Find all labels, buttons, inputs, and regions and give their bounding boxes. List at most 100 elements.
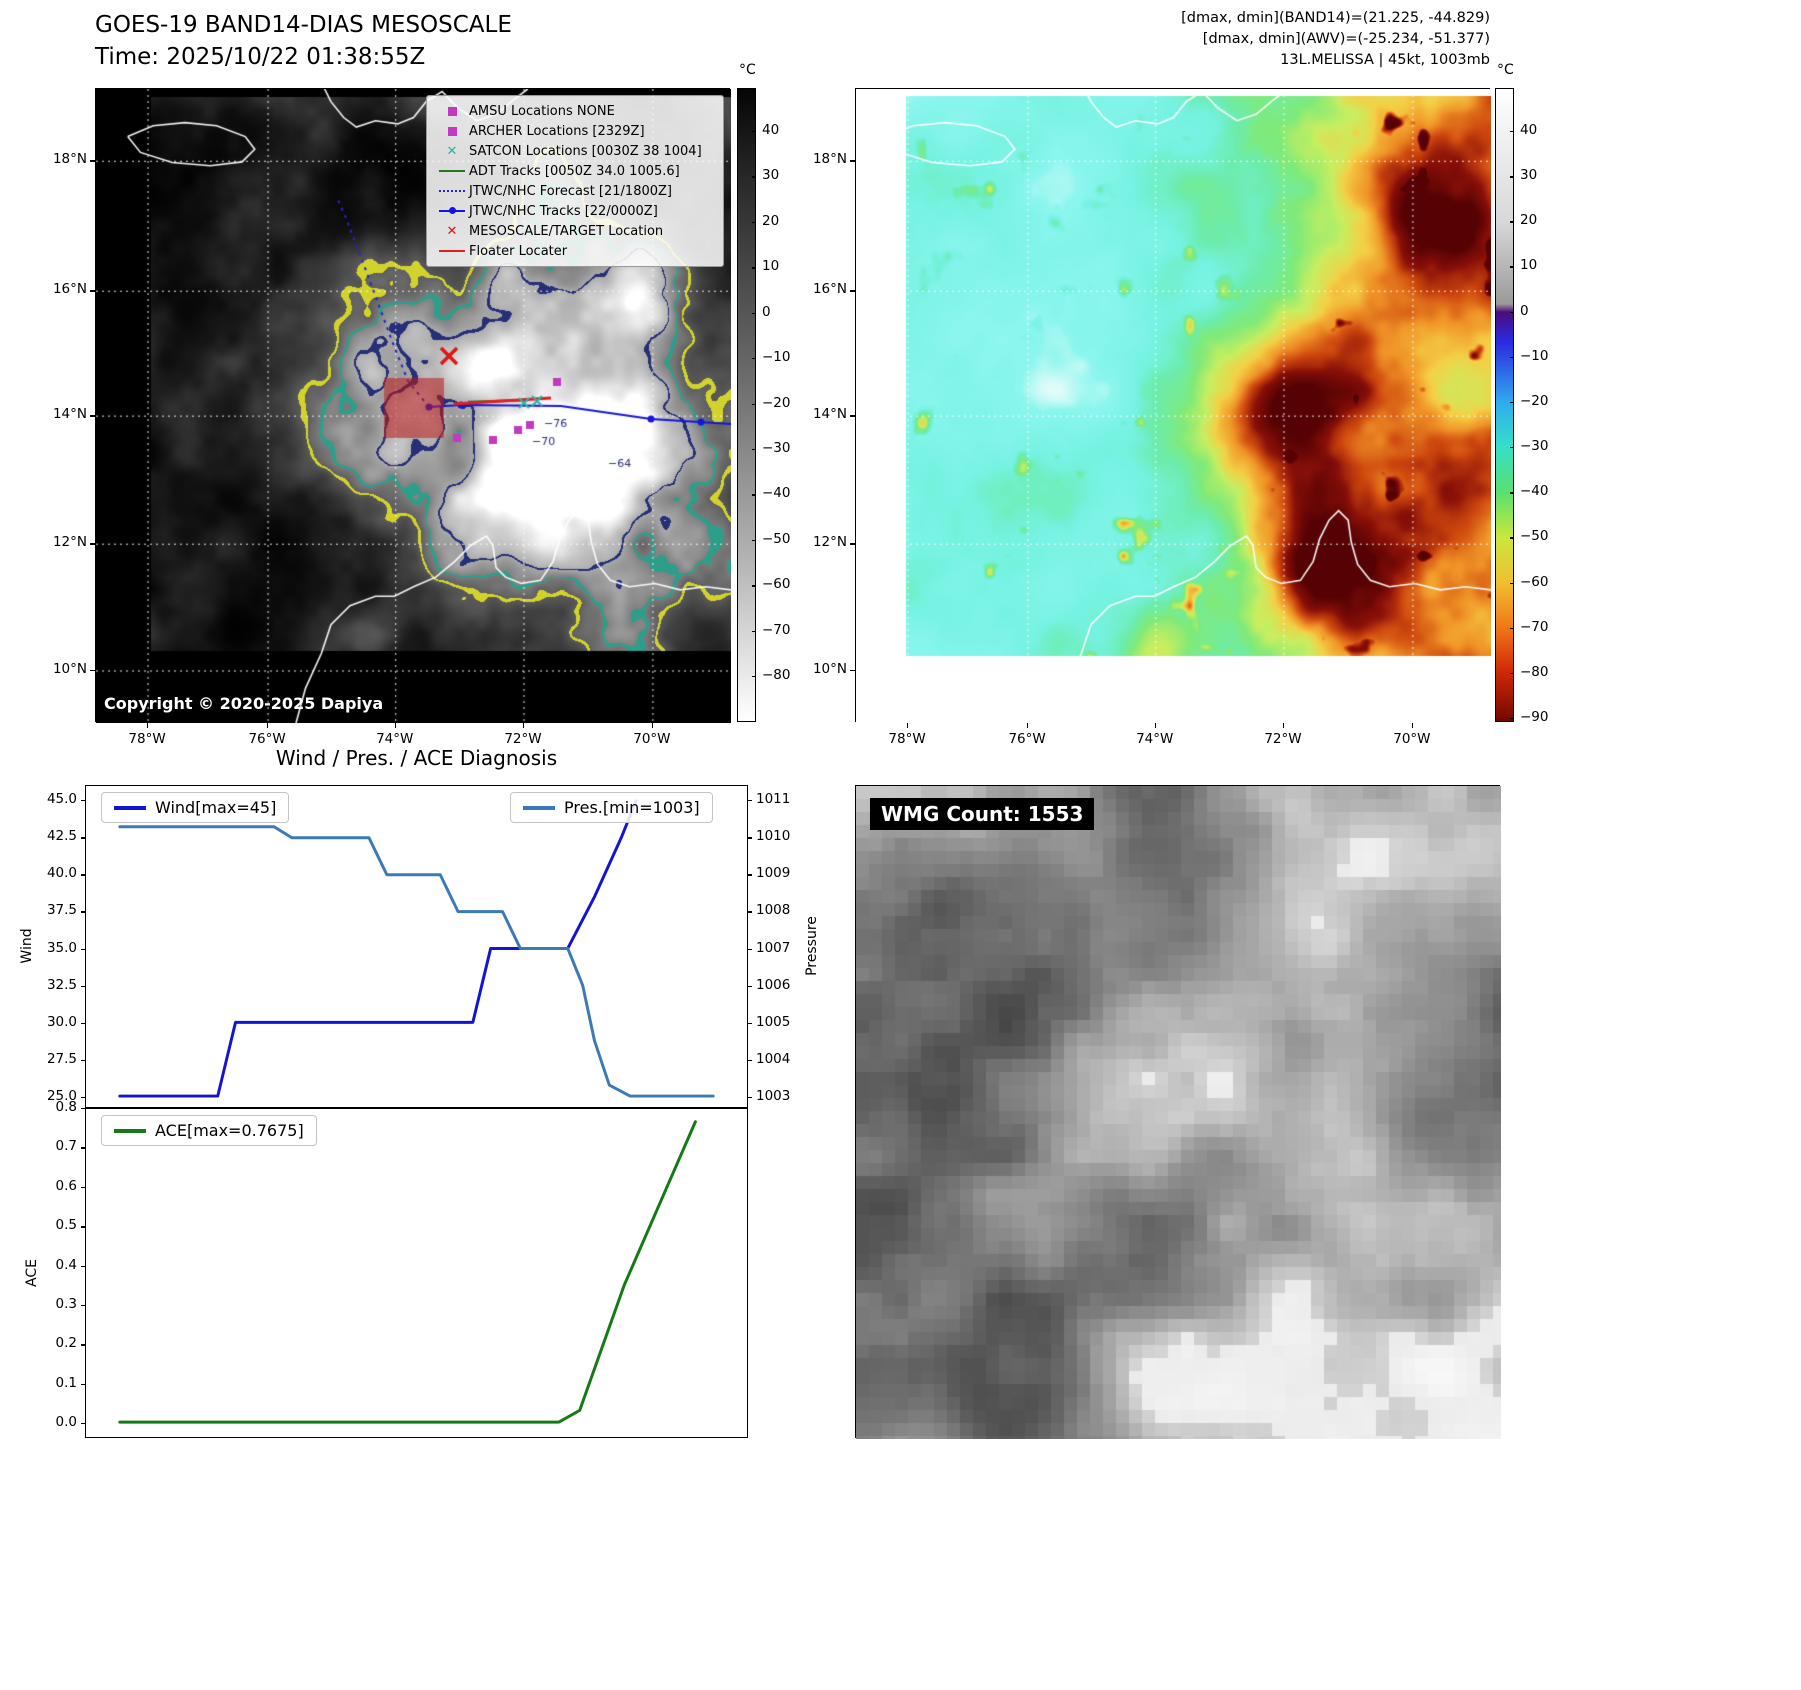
pressure-axis-label: Pressure bbox=[804, 916, 820, 976]
legend-item: JTWC/NHC Tracks [22/0000Z] bbox=[435, 201, 715, 221]
wind-axis-label: Wind bbox=[19, 928, 35, 964]
ace-ytick-label: 0.6 bbox=[55, 1177, 77, 1194]
pressure-ytick-mark bbox=[748, 985, 752, 988]
ace-series-line bbox=[118, 1120, 697, 1424]
lat-tick-label: 14°N bbox=[812, 406, 847, 423]
diagnosis-chart-title: Wind / Pres. / ACE Diagnosis bbox=[275, 746, 558, 770]
ace-chart bbox=[85, 1108, 748, 1438]
satcon-x-icon: ✕ bbox=[446, 143, 458, 159]
colorbar-tick-label: −20 bbox=[762, 394, 791, 411]
lon-tick-mark bbox=[907, 723, 909, 728]
lat-tick-label: 12°N bbox=[812, 534, 847, 551]
ace-ytick-label: 0.4 bbox=[55, 1256, 77, 1273]
lon-tick-label: 74°W bbox=[376, 731, 414, 747]
awv-map bbox=[855, 88, 1491, 723]
colorbar-tick-label: −30 bbox=[762, 439, 791, 456]
ace-ytick-label: 0.5 bbox=[55, 1217, 77, 1234]
legend-item-label: ADT Tracks [0050Z 34.0 1005.6] bbox=[469, 163, 680, 179]
legend-item-label: JTWC/NHC Forecast [21/1800Z] bbox=[469, 183, 672, 199]
legend-item-label: AMSU Locations NONE bbox=[469, 103, 615, 119]
wind-series-line bbox=[118, 799, 638, 1098]
colorbar-tick-label: −70 bbox=[1520, 618, 1549, 635]
track-line-dot-icon bbox=[435, 207, 469, 214]
wind-pressure-chart bbox=[85, 785, 748, 1108]
awv-colorbar bbox=[1495, 88, 1514, 722]
band14-legend: AMSU Locations NONE ARCHER Locations [232… bbox=[426, 95, 724, 267]
pressure-ytick-label: 1011 bbox=[756, 791, 791, 807]
lon-tick-mark bbox=[1282, 723, 1285, 728]
wind-ytick-label: 40.0 bbox=[46, 865, 77, 882]
colorbar-tick-label: −90 bbox=[1520, 708, 1549, 725]
band14-colorbar bbox=[737, 88, 756, 722]
lon-tick-mark bbox=[1154, 723, 1157, 728]
ace-plot-area bbox=[118, 1120, 697, 1424]
pressure-ytick-mark bbox=[748, 1059, 752, 1062]
pressure-ytick-label: 1005 bbox=[756, 1013, 791, 1030]
legend-item-label: MESOSCALE/TARGET Location bbox=[469, 223, 664, 239]
pres.-series-line bbox=[118, 825, 715, 1098]
wind-ytick-label: 32.5 bbox=[46, 976, 77, 993]
band14-colorbar-unit: °C bbox=[739, 62, 756, 78]
lon-tick-mark bbox=[267, 723, 269, 728]
pressure-ytick-label: 1008 bbox=[756, 902, 791, 919]
colorbar-tick-label: 40 bbox=[762, 122, 780, 138]
awv-colorbar-unit: °C bbox=[1497, 62, 1514, 78]
dmax-dmin-awv-text: [dmax, dmin](AWV)=(-25.234, -51.377) bbox=[1202, 31, 1490, 47]
lat-tick-label: 18°N bbox=[812, 151, 847, 168]
forecast-dotted-icon bbox=[435, 190, 469, 192]
colorbar-tick-label: 10 bbox=[1520, 257, 1538, 274]
ace-ytick-label: 0.0 bbox=[55, 1414, 77, 1430]
wind-ytick-label: 45.0 bbox=[46, 791, 77, 807]
wind-ytick-label: 37.5 bbox=[46, 902, 77, 919]
band14-time: Time: 2025/10/22 01:38:55Z bbox=[95, 44, 426, 70]
track-dot-icon bbox=[449, 207, 456, 214]
colorbar-tick-label: −50 bbox=[762, 530, 791, 547]
legend-item-label: SATCON Locations [0030Z 38 1004] bbox=[469, 143, 702, 159]
storm-id-text: 13L.MELISSA | 45kt, 1003mb bbox=[1280, 52, 1490, 68]
pressure-ytick-mark bbox=[748, 800, 752, 802]
pressure-ytick-label: 1003 bbox=[756, 1088, 791, 1104]
pressure-ytick-label: 1004 bbox=[756, 1050, 791, 1067]
floater-line-icon bbox=[435, 250, 469, 252]
pressure-ytick-mark bbox=[748, 1022, 752, 1025]
colorbar-tick-label: 20 bbox=[762, 212, 780, 229]
ace-ytick-label: 0.1 bbox=[55, 1374, 77, 1391]
colorbar-tick-label: −10 bbox=[762, 349, 791, 366]
wind-pressure-plot-area bbox=[118, 799, 715, 1098]
awv-satellite-image bbox=[856, 89, 1491, 723]
lat-tick-label: 14°N bbox=[52, 406, 87, 423]
legend-item-label: Floater Locater bbox=[469, 243, 568, 259]
legend-item: JTWC/NHC Forecast [21/1800Z] bbox=[435, 181, 715, 201]
pressure-ytick-mark bbox=[748, 837, 752, 839]
lon-tick-label: 70°W bbox=[1393, 731, 1431, 747]
colorbar-tick-label: −40 bbox=[1520, 483, 1549, 500]
lat-tick-label: 10°N bbox=[812, 661, 847, 677]
pressure-ytick-label: 1006 bbox=[756, 976, 791, 993]
lon-tick-mark bbox=[147, 723, 149, 728]
ace-ytick-label: 0.2 bbox=[55, 1335, 77, 1352]
pressure-ytick-label: 1009 bbox=[756, 865, 791, 882]
lat-tick-label: 16°N bbox=[812, 281, 847, 298]
lat-tick-label: 10°N bbox=[52, 661, 87, 677]
colorbar-tick-label: −50 bbox=[1520, 528, 1549, 545]
colorbar-tick-label: 30 bbox=[1520, 167, 1538, 184]
pressure-ytick-mark bbox=[748, 911, 752, 913]
colorbar-tick-label: 30 bbox=[762, 167, 780, 184]
legend-item-label: ARCHER Locations [2329Z] bbox=[469, 123, 645, 139]
lon-tick-mark bbox=[1027, 723, 1029, 728]
colorbar-tick-label: −60 bbox=[762, 576, 791, 593]
pressure-ytick-mark bbox=[748, 1097, 752, 1099]
lon-tick-mark bbox=[651, 723, 654, 728]
colorbar-tick-label: 0 bbox=[762, 303, 771, 320]
legend-item: ✕ SATCON Locations [0030Z 38 1004] bbox=[435, 141, 715, 161]
lon-tick-label: 70°W bbox=[633, 731, 671, 747]
pressure-ytick-label: 1007 bbox=[756, 939, 791, 956]
band14-title: GOES-19 BAND14-DIAS MESOSCALE bbox=[95, 12, 512, 38]
archer-square-icon bbox=[435, 126, 469, 136]
ace-ytick-label: 0.8 bbox=[55, 1099, 77, 1115]
wind-ytick-label: 35.0 bbox=[46, 939, 77, 956]
legend-item: Floater Locater bbox=[435, 241, 715, 261]
colorbar-tick-label: 20 bbox=[1520, 212, 1538, 229]
lon-tick-mark bbox=[1411, 723, 1414, 728]
dmax-dmin-band14-text: [dmax, dmin](BAND14)=(21.225, -44.829) bbox=[1181, 10, 1490, 26]
